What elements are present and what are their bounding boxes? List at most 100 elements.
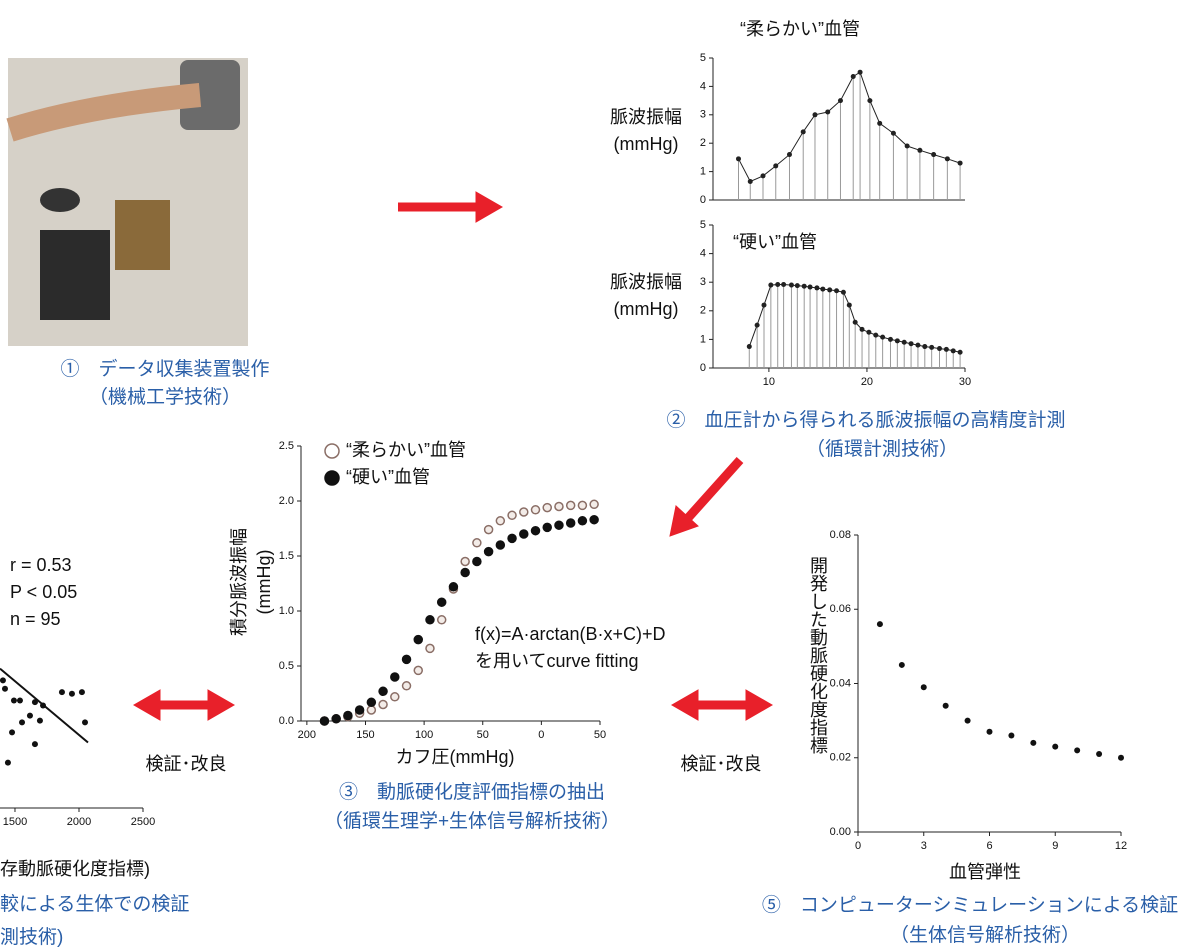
point <box>543 504 551 512</box>
point <box>37 718 43 724</box>
point <box>567 501 575 509</box>
point <box>496 541 504 549</box>
x-tick-label: 0 <box>855 840 861 852</box>
y-tick-label: 0.5 <box>279 660 294 672</box>
y-tick-label: 1 <box>700 333 706 345</box>
point <box>931 152 936 157</box>
point <box>987 729 993 735</box>
point <box>555 503 563 511</box>
point <box>320 717 328 725</box>
point <box>820 287 825 292</box>
x-tick-label: 10 <box>763 376 775 388</box>
point <box>391 693 399 701</box>
photo-device <box>40 230 110 320</box>
x-tick-label: 9 <box>1052 840 1058 852</box>
verify-label: 検証･改良 <box>681 754 762 774</box>
y-tick-label: 1 <box>700 166 706 178</box>
point <box>578 501 586 509</box>
point <box>825 109 830 114</box>
x-tick-label: 3 <box>921 840 927 852</box>
point <box>17 697 23 703</box>
point <box>943 703 949 709</box>
annotation: r = 0.53 <box>10 555 72 575</box>
point <box>944 347 949 352</box>
point <box>929 345 934 350</box>
y-tick-label: 4 <box>700 248 706 260</box>
point <box>866 330 871 335</box>
point <box>873 333 878 338</box>
point <box>781 282 786 287</box>
annotation: f(x)=A·arctan(B·x+C)+D <box>475 624 666 644</box>
y-tick-label: 3 <box>700 276 706 288</box>
y-tick-label: 1.5 <box>279 550 294 562</box>
point <box>905 144 910 149</box>
point <box>877 621 883 627</box>
point <box>853 320 858 325</box>
x-tick-label: 50 <box>477 729 489 741</box>
y-tick-label: 0.00 <box>830 826 851 838</box>
y-tick-label: 0.0 <box>279 715 294 727</box>
legend-label: “柔らかい”血管 <box>346 440 466 460</box>
page: ① データ収集装置製作 （機械工学技術） ② 血圧計から得られる脈波振幅の高精度… <box>0 0 1195 952</box>
point <box>795 283 800 288</box>
y-tick-label: 2 <box>700 137 706 149</box>
point <box>773 163 778 168</box>
arrow-head <box>476 192 502 222</box>
point <box>965 718 971 724</box>
point <box>1030 740 1036 746</box>
y-label: 開発した動脈硬化度指標 <box>808 556 828 754</box>
point <box>789 283 794 288</box>
annotation: P < 0.05 <box>10 582 77 602</box>
point <box>414 636 422 644</box>
y-tick-label: 2.0 <box>279 495 294 507</box>
verify-label: 検証･改良 <box>146 754 227 774</box>
photo-bulb <box>40 188 80 212</box>
y-tick-label: 0.04 <box>830 677 851 689</box>
point <box>332 715 340 723</box>
point <box>567 519 575 527</box>
arrow-head <box>208 690 234 720</box>
point <box>9 729 15 735</box>
caption: （循環計測技術） <box>806 438 958 460</box>
x-tick-label: 200 <box>298 729 316 741</box>
x-tick-label: 50 <box>594 729 606 741</box>
point <box>736 156 741 161</box>
series-line <box>739 72 961 181</box>
x-tick-label: 6 <box>986 840 992 852</box>
point <box>915 343 920 348</box>
point <box>356 706 364 714</box>
arrow-head <box>746 690 772 720</box>
point <box>79 689 85 695</box>
y-tick-label: 0.08 <box>830 529 851 541</box>
caption: 測技術) <box>0 926 63 948</box>
point <box>414 666 422 674</box>
point <box>485 526 493 534</box>
point <box>802 284 807 289</box>
point <box>748 179 753 184</box>
x-tick-label: 150 <box>356 729 374 741</box>
y-tick-label: 3 <box>700 109 706 121</box>
point <box>473 539 481 547</box>
point <box>543 523 551 531</box>
y-label: 脈波振幅 <box>610 107 682 127</box>
point <box>1008 732 1014 738</box>
point <box>403 682 411 690</box>
point <box>59 689 65 695</box>
point <box>827 287 832 292</box>
y-tick-label: 1.0 <box>279 605 294 617</box>
point <box>847 303 852 308</box>
point <box>814 285 819 290</box>
y-tick-label: 5 <box>700 52 706 64</box>
point <box>851 74 856 79</box>
chart-title: “硬い”血管 <box>733 232 817 252</box>
caption: ③ 動脈硬化度評価指標の抽出 <box>339 781 605 803</box>
point <box>344 712 352 720</box>
point <box>838 98 843 103</box>
point <box>834 288 839 293</box>
x-label: カフ圧(mmHg) <box>396 747 515 767</box>
point <box>590 500 598 508</box>
point <box>27 713 33 719</box>
y-tick-label: 0 <box>700 194 706 206</box>
y-label: (mmHg) <box>614 299 679 319</box>
caption: （生体信号解析技術） <box>890 924 1080 946</box>
